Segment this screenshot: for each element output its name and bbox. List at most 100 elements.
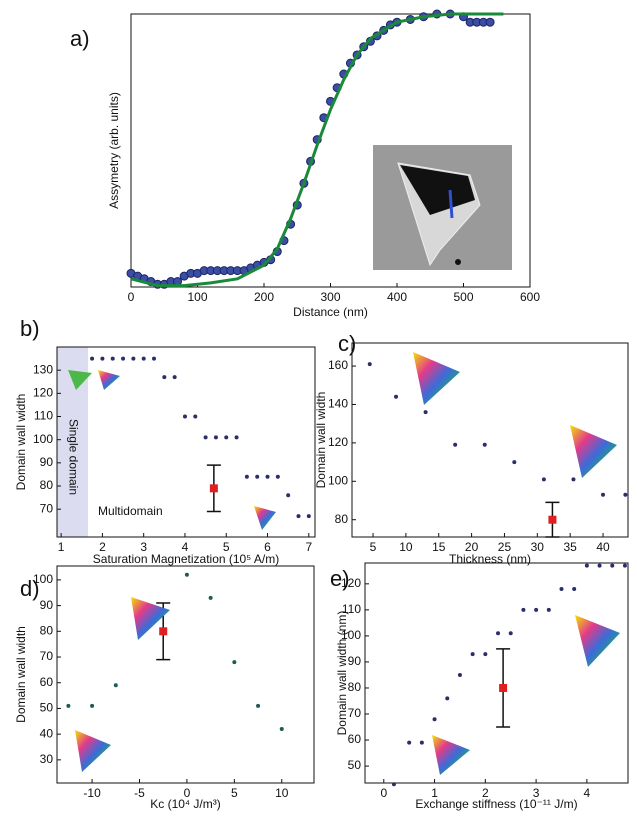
x-tick-label: -10 — [83, 786, 101, 800]
data-point — [453, 442, 458, 447]
data-point — [306, 514, 311, 519]
plot-frame — [351, 342, 629, 538]
data-point — [394, 394, 399, 399]
y-tick-label: 90 — [40, 598, 54, 612]
y-tick-label: 50 — [40, 701, 54, 715]
x-tick-label: 1 — [431, 786, 438, 800]
mean-point — [499, 683, 508, 692]
data-point — [485, 17, 495, 27]
data-point — [601, 492, 606, 497]
y-tick-label: 100 — [341, 628, 361, 642]
data-point — [244, 474, 249, 479]
y-axis-label: Domain wall width — [14, 394, 28, 491]
data-point — [623, 492, 628, 497]
y-tick-label: 140 — [328, 397, 348, 411]
panel: 1 2 3 4 5 6 7 70 80 90 100 110 120 130 b) Saturation Ma… — [14, 316, 316, 566]
y-tick-label: 60 — [348, 732, 362, 746]
x-tick-label: 35 — [563, 540, 577, 554]
y-tick-label: 120 — [328, 435, 348, 449]
x-axis-label: Exchange stiffness (10⁻¹¹ J/m) — [415, 797, 577, 811]
y-tick-label: 110 — [342, 602, 361, 616]
data-point — [512, 460, 517, 465]
data-point — [141, 356, 146, 361]
data-point — [483, 652, 488, 657]
panel: 0 100 200 300 400 500 600 a) Distance (nm) Assyme… — [70, 9, 540, 319]
annotation: Multidomain — [98, 504, 163, 518]
data-point — [90, 356, 95, 361]
data-point — [296, 514, 301, 519]
data-point — [432, 717, 437, 722]
data-point — [571, 477, 576, 482]
data-point — [256, 703, 261, 708]
x-tick-label: 6 — [264, 540, 271, 554]
data-point — [470, 652, 475, 657]
x-tick-label: 0 — [380, 786, 387, 800]
x-tick-label: 400 — [387, 290, 407, 304]
y-tick-label: 70 — [348, 706, 362, 720]
data-point — [423, 410, 428, 415]
mean-point — [159, 627, 168, 636]
y-tick-label: 30 — [40, 752, 54, 766]
y-tick-label: 80 — [348, 680, 362, 694]
data-point — [208, 595, 213, 600]
data-point — [457, 672, 462, 677]
y-tick-label: 70 — [40, 649, 54, 663]
y-tick-label: 100 — [328, 473, 348, 487]
y-tick-label: 90 — [348, 654, 362, 668]
data-point — [508, 631, 513, 636]
x-tick-label: 10 — [399, 540, 413, 554]
x-tick-label: 100 — [187, 290, 207, 304]
y-tick-label: 50 — [348, 758, 362, 772]
data-point — [559, 587, 564, 592]
data-point — [275, 474, 280, 479]
data-point — [407, 740, 412, 745]
y-tick-label: 40 — [40, 726, 54, 740]
data-point — [232, 660, 237, 665]
y-tick-label: 110 — [34, 409, 53, 423]
data-point — [496, 631, 501, 636]
x-tick-label: 4 — [182, 540, 189, 554]
y-axis-label: Domain wall width — [14, 626, 28, 723]
x-tick-label: 500 — [453, 290, 473, 304]
data-point — [203, 435, 208, 440]
mean-point — [209, 484, 218, 493]
triangle-icons — [68, 352, 620, 775]
panel-label: a) — [70, 26, 90, 51]
data-point — [66, 703, 71, 708]
annotation: Single domain — [66, 419, 80, 495]
x-tick-label: 5 — [231, 786, 238, 800]
x-tick-label: 0 — [128, 290, 135, 304]
x-axis-label: Thickness (nm) — [449, 552, 531, 566]
data-point — [193, 414, 198, 419]
data-point — [121, 356, 126, 361]
y-tick-label: 130 — [33, 362, 53, 376]
data-point — [182, 414, 187, 419]
x-tick-label: 2 — [99, 540, 106, 554]
x-tick-label: 30 — [531, 540, 545, 554]
data-point — [572, 587, 577, 592]
plot-frame — [364, 562, 629, 784]
x-tick-label: 7 — [305, 540, 312, 554]
y-tick-label: 100 — [33, 572, 53, 586]
data-point — [622, 563, 627, 568]
data-point — [100, 356, 105, 361]
y-tick-label: 100 — [33, 432, 53, 446]
panel-label: e) — [330, 566, 350, 591]
x-axis-label: Saturation Magnetization (10⁵ A/m) — [93, 552, 279, 566]
y-tick-label: 160 — [328, 358, 348, 372]
y-tick-label: 90 — [40, 455, 54, 469]
x-tick-label: 15 — [432, 540, 446, 554]
x-tick-label: 10 — [275, 786, 289, 800]
data-point — [152, 356, 157, 361]
fit-line — [130, 12, 504, 288]
data-point — [113, 683, 118, 688]
data-point — [482, 442, 487, 447]
data-point — [541, 477, 546, 482]
data-point — [279, 727, 284, 732]
data-point — [234, 435, 239, 440]
x-tick-label: 20 — [465, 540, 479, 554]
y-axis-label: Assymetry (arb. units) — [107, 92, 121, 209]
data-point — [255, 474, 260, 479]
inset-image — [373, 145, 512, 270]
